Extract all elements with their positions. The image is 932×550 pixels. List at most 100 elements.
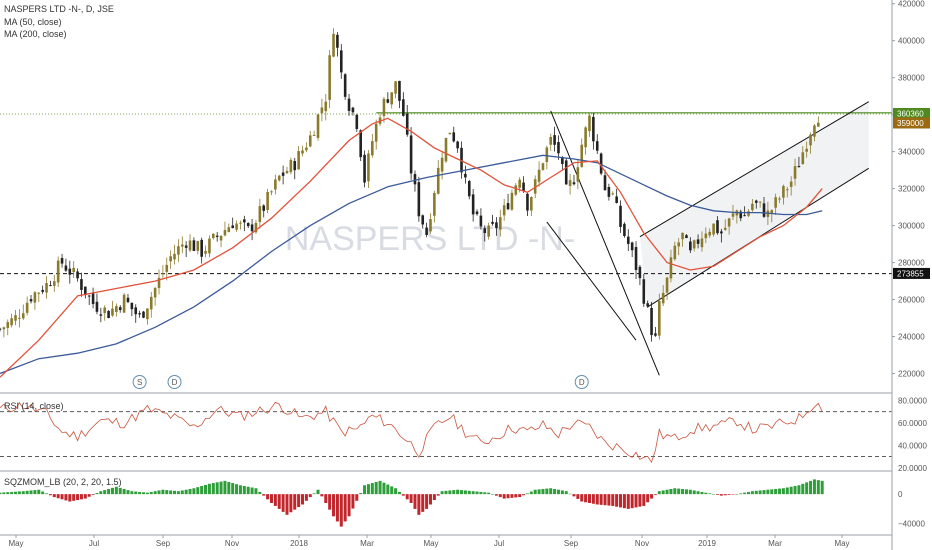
candle-body: [665, 277, 669, 293]
sqz-bar: [715, 494, 719, 495]
rsi-tick-label: 20.0000: [898, 464, 927, 473]
sqz-bar: [556, 489, 560, 495]
candle-body: [336, 34, 339, 48]
candle-body: [615, 196, 618, 203]
candle-body: [41, 289, 44, 292]
candle-body: [413, 174, 417, 185]
sqz-bar: [518, 494, 522, 498]
candle-body: [429, 219, 432, 232]
candle-body: [623, 223, 626, 237]
sqz-bar: [370, 483, 374, 495]
sqz-bar: [607, 494, 611, 506]
sqz-bar: [126, 490, 130, 495]
sqz-legend[interactable]: SQZMOM_LB (20, 2, 20, 1.5): [4, 477, 122, 487]
sqz-bar: [634, 494, 638, 508]
sqz-bar: [6, 492, 10, 495]
candle-body: [215, 235, 219, 237]
price-tick-label: 240000: [898, 333, 925, 342]
candle-body: [37, 292, 41, 294]
candle-body: [231, 225, 234, 229]
sqz-bar: [29, 490, 33, 495]
sqz-bar: [10, 491, 14, 495]
candle-body: [200, 239, 203, 257]
candle-body: [49, 285, 52, 287]
candle-body: [549, 136, 553, 145]
sqz-bar: [320, 494, 324, 497]
sqz-bar: [657, 491, 661, 495]
sqz-bar: [789, 486, 793, 495]
sqz-bar: [76, 494, 80, 501]
candle-body: [467, 181, 471, 197]
candle-body: [126, 297, 130, 303]
candle-body: [91, 293, 95, 304]
price-tick-label: 280000: [898, 259, 925, 268]
sqz-bar: [56, 494, 60, 499]
sqz-bar: [130, 491, 134, 495]
sqz-bar: [45, 493, 49, 495]
ma50-line: [0, 117, 823, 378]
sqz-bar: [0, 492, 2, 495]
candle-body: [421, 215, 425, 225]
candle-body: [689, 241, 692, 251]
candle-body: [274, 179, 277, 190]
sqz-bar: [626, 494, 630, 509]
sqz-bar: [483, 492, 487, 495]
sqz-bar: [533, 489, 537, 495]
sqz-bar: [630, 494, 634, 509]
sqz-bar: [572, 494, 576, 497]
sqz-bar: [704, 492, 708, 495]
rsi-tick-label: 60.0000: [898, 419, 927, 428]
candle-body: [785, 189, 789, 191]
sqz-bar: [700, 491, 704, 495]
candle-body: [479, 215, 483, 227]
rsi-legend[interactable]: RSI (14, close): [4, 401, 64, 411]
candle-body: [6, 322, 10, 328]
sqz-bar: [595, 494, 599, 505]
price-tick-label: 220000: [898, 370, 925, 379]
sqz-bar: [708, 493, 712, 495]
price-tick-label: 400000: [898, 37, 925, 46]
sqz-bar: [615, 494, 619, 507]
price-axis[interactable]: 220000 240000 260000 280000 300000 320000 3400…: [892, 0, 930, 529]
sqz-bar: [138, 491, 142, 495]
sqz-bar: [324, 494, 328, 503]
sqz-bar: [638, 494, 642, 507]
sqz-bar: [394, 488, 398, 495]
time-tick-label: Sep: [156, 539, 171, 548]
sqz-bar: [25, 490, 29, 495]
sqz-bar: [37, 489, 41, 495]
event-marker: [574, 375, 589, 389]
sqz-bar: [494, 494, 498, 496]
sqz-bar: [397, 491, 401, 495]
price-tick-label: 320000: [898, 185, 925, 194]
candle-body: [76, 271, 79, 279]
sqz-bar: [332, 494, 336, 517]
ma200-legend[interactable]: MA (200, close): [4, 29, 67, 39]
ma50-legend[interactable]: MA (50, close): [4, 17, 62, 27]
sqz-bar: [215, 482, 219, 495]
sqz-bar: [440, 491, 444, 495]
candle-body: [607, 187, 611, 197]
candle-body: [514, 185, 518, 195]
candle-body: [367, 153, 370, 182]
time-axis[interactable]: May Jul Sep Nov 2018 Mar May Jul Sep Nov 2019 Mar Ma…: [8, 535, 850, 548]
sqz-bar: [207, 483, 211, 495]
candle-body: [805, 148, 808, 152]
candle-body: [611, 193, 615, 195]
candle-body: [343, 74, 347, 97]
sqz-bar: [366, 484, 370, 495]
channel-down-line: [546, 221, 637, 341]
sqz-bar: [304, 494, 308, 501]
sqz-bar: [502, 494, 506, 499]
sqz-bar: [564, 491, 568, 495]
sqz-bar: [522, 494, 526, 496]
candle-body: [262, 205, 266, 211]
sqz-bar: [549, 488, 553, 495]
candle-body: [277, 175, 281, 181]
candle-body: [778, 198, 781, 200]
candle-body: [266, 192, 269, 211]
sqz-bar: [599, 494, 603, 505]
candle-body: [177, 246, 180, 255]
sqz-bar: [176, 491, 180, 495]
candle-body: [751, 203, 754, 211]
